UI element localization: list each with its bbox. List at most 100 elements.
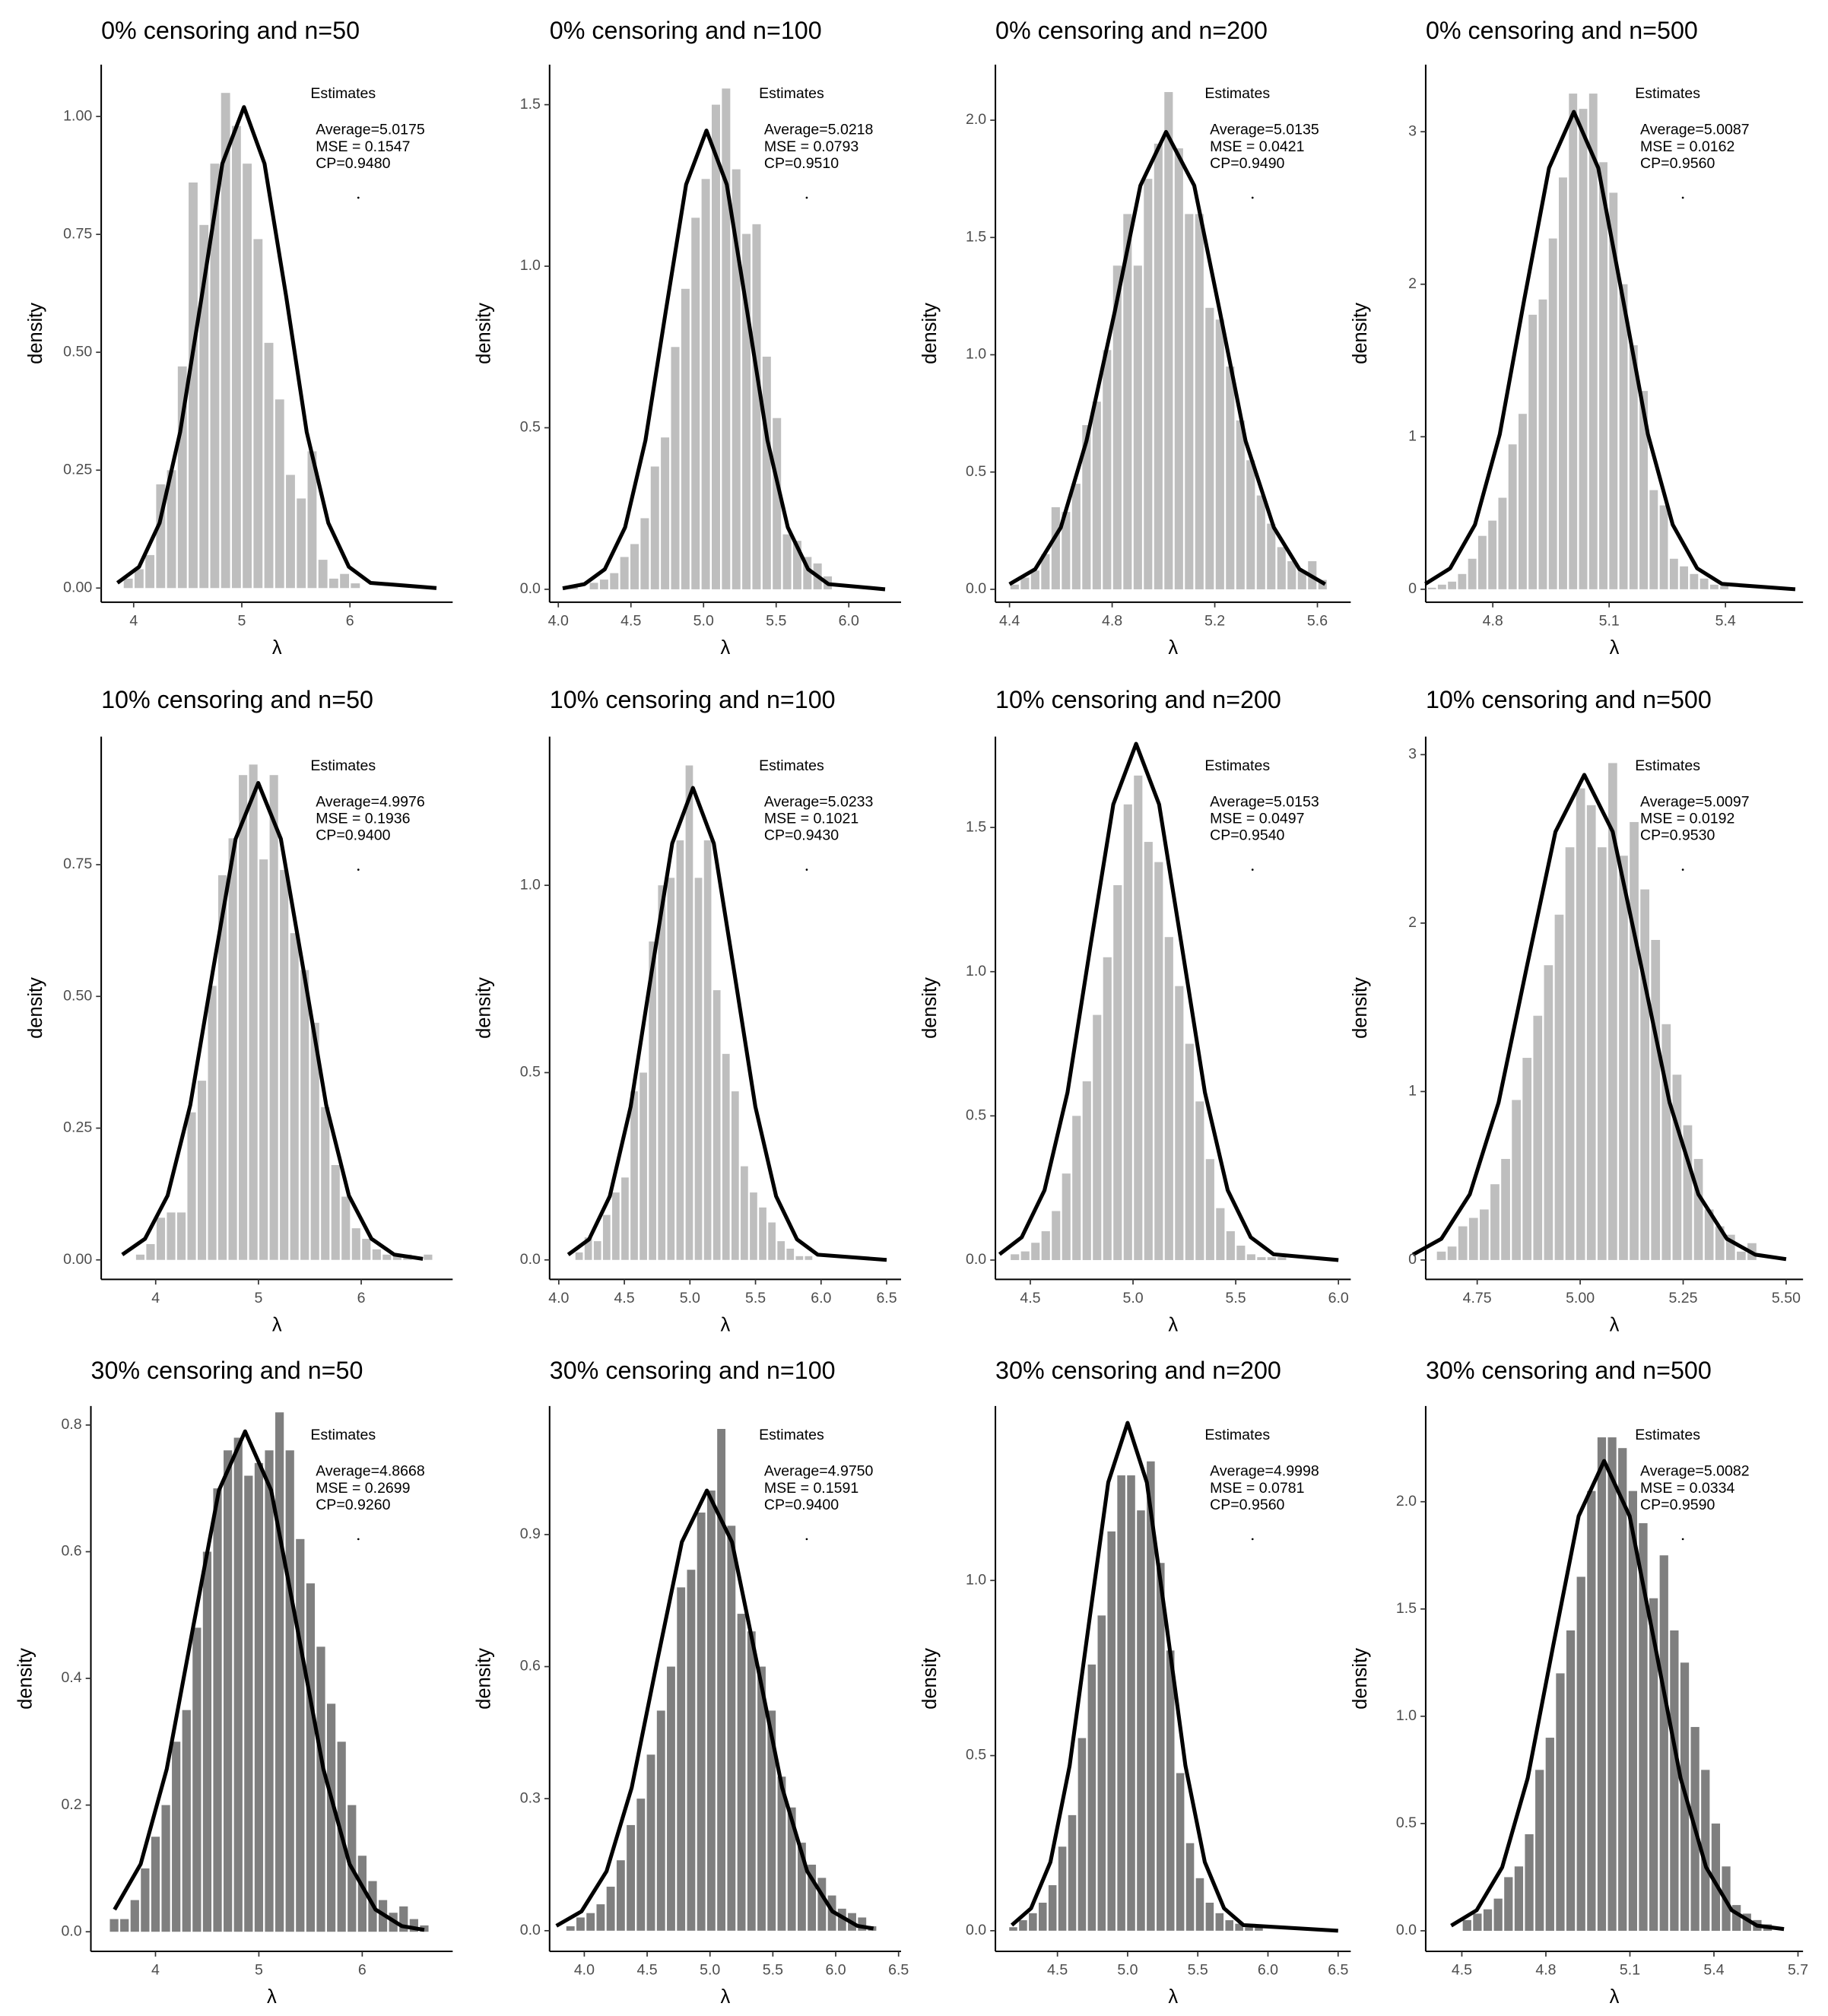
bar — [750, 1192, 757, 1260]
bar — [1701, 1770, 1710, 1931]
x-axis-label: λ — [1610, 1986, 1620, 2008]
x-tick-label: 6.5 — [876, 1290, 897, 1306]
y-tick-label: 0.75 — [63, 225, 92, 242]
bar — [612, 1192, 620, 1260]
bar — [1725, 1234, 1735, 1260]
x-tick-label: 5.5 — [745, 1290, 766, 1306]
estimate-line: Average=5.0135 — [1210, 122, 1319, 138]
y-tick-label: 0.75 — [63, 856, 92, 872]
bar — [1628, 1491, 1637, 1931]
bar — [202, 1551, 212, 1932]
x-tick-label: 4.8 — [1102, 613, 1122, 630]
x-tick-label: 5.50 — [1772, 1290, 1801, 1306]
x-tick-label: 4.5 — [636, 1962, 657, 1979]
x-tick-label: 5 — [255, 1962, 263, 1979]
estimates-heading: Estimates — [1635, 757, 1700, 774]
bar — [1041, 554, 1050, 589]
x-axis-label: λ — [1168, 637, 1178, 659]
bar — [1699, 578, 1709, 589]
bar — [1215, 319, 1224, 589]
estimate-line: MSE = 0.0793 — [764, 138, 858, 155]
estimate-line: MSE = 0.1591 — [764, 1480, 858, 1497]
bar — [1092, 402, 1101, 589]
x-tick-label: 4 — [151, 1962, 160, 1979]
y-tick-label: 1.5 — [1396, 1600, 1417, 1617]
bar — [130, 1900, 139, 1932]
x-axis-label: λ — [272, 1314, 282, 1335]
x-tick-label: 6.0 — [1328, 1290, 1349, 1306]
panel-title: 0% censoring and n=100 — [550, 17, 822, 44]
bar — [1166, 1650, 1175, 1931]
x-tick-label: 5.0 — [1122, 1290, 1143, 1306]
x-axis-label: λ — [721, 1314, 731, 1335]
estimate-line: MSE = 0.0192 — [1640, 810, 1734, 827]
x-tick-label: 6.5 — [888, 1962, 909, 1979]
bar — [146, 1243, 155, 1260]
estimates-heading: Estimates — [1204, 1427, 1270, 1443]
y-tick-label: 0.2 — [61, 1796, 81, 1813]
bar — [685, 765, 693, 1260]
bar — [782, 534, 792, 589]
y-tick-label: 0.6 — [61, 1543, 81, 1560]
bar — [1690, 573, 1699, 589]
bar — [328, 578, 338, 589]
estimate-line: Average=5.0175 — [316, 122, 425, 138]
x-tick-label: 4.0 — [574, 1962, 595, 1979]
y-tick-label: 2.0 — [966, 111, 986, 128]
x-tick-label: 4.4 — [999, 613, 1020, 630]
x-tick-label: 4.5 — [614, 1290, 635, 1306]
estimates-heading: Estimates — [1635, 1427, 1700, 1443]
x-tick-label: 4.5 — [620, 613, 641, 630]
estimates-heading: Estimates — [310, 1427, 376, 1443]
bar — [1528, 314, 1538, 589]
bar — [1205, 1159, 1214, 1260]
bar — [199, 224, 209, 589]
estimate-line: MSE = 0.1547 — [316, 138, 410, 155]
panel-title: 10% censoring and n=50 — [101, 686, 373, 713]
bar — [1498, 497, 1507, 589]
x-tick-label: 6.0 — [811, 1290, 831, 1306]
bar — [768, 1222, 776, 1260]
x-tick-label: 6 — [357, 1290, 366, 1306]
bar — [1483, 1909, 1493, 1931]
bar — [1525, 1833, 1534, 1931]
bar — [630, 544, 639, 589]
x-tick-label: 4.5 — [1452, 1962, 1472, 1979]
y-axis-label: density — [25, 977, 46, 1039]
bar — [331, 1164, 340, 1260]
bar — [1508, 444, 1517, 589]
estimates-heading: Estimates — [759, 1427, 824, 1443]
panel-title: 30% censoring and n=100 — [550, 1357, 836, 1384]
bar — [667, 1666, 675, 1931]
panel: 10% censoring and n=50 0.00 0.25 0.50 0.75 4 5… — [25, 686, 453, 1335]
x-axis-label: λ — [267, 1986, 277, 2008]
bar — [161, 1805, 170, 1932]
bar — [1011, 1254, 1020, 1260]
bar — [777, 1776, 786, 1931]
bar — [706, 1491, 716, 1931]
bar — [1544, 965, 1553, 1260]
bar — [1597, 1437, 1607, 1931]
y-tick-label: 0.0 — [520, 1251, 541, 1268]
bar — [340, 573, 350, 589]
panel: 10% censoring and n=100 0.0 0.5 1.0 4.0 4.5 5.… — [474, 686, 902, 1335]
bar — [243, 164, 252, 589]
bar — [711, 104, 720, 589]
bar — [649, 941, 657, 1260]
panel-title: 0% censoring and n=500 — [1426, 17, 1698, 44]
bar — [589, 583, 598, 589]
bar — [697, 1512, 706, 1931]
y-tick-label: 1.00 — [63, 107, 92, 124]
bar — [259, 859, 268, 1260]
legend-dot — [1251, 196, 1254, 199]
bar — [1436, 1251, 1446, 1260]
bar — [1576, 1576, 1585, 1931]
bar — [286, 475, 295, 589]
bar — [803, 557, 812, 589]
bar — [1154, 143, 1163, 589]
bar — [1586, 805, 1596, 1260]
bar — [1569, 94, 1578, 589]
x-tick-label: 6.0 — [839, 613, 859, 630]
bar — [1215, 1913, 1224, 1931]
y-tick-label: 0.3 — [520, 1789, 541, 1806]
